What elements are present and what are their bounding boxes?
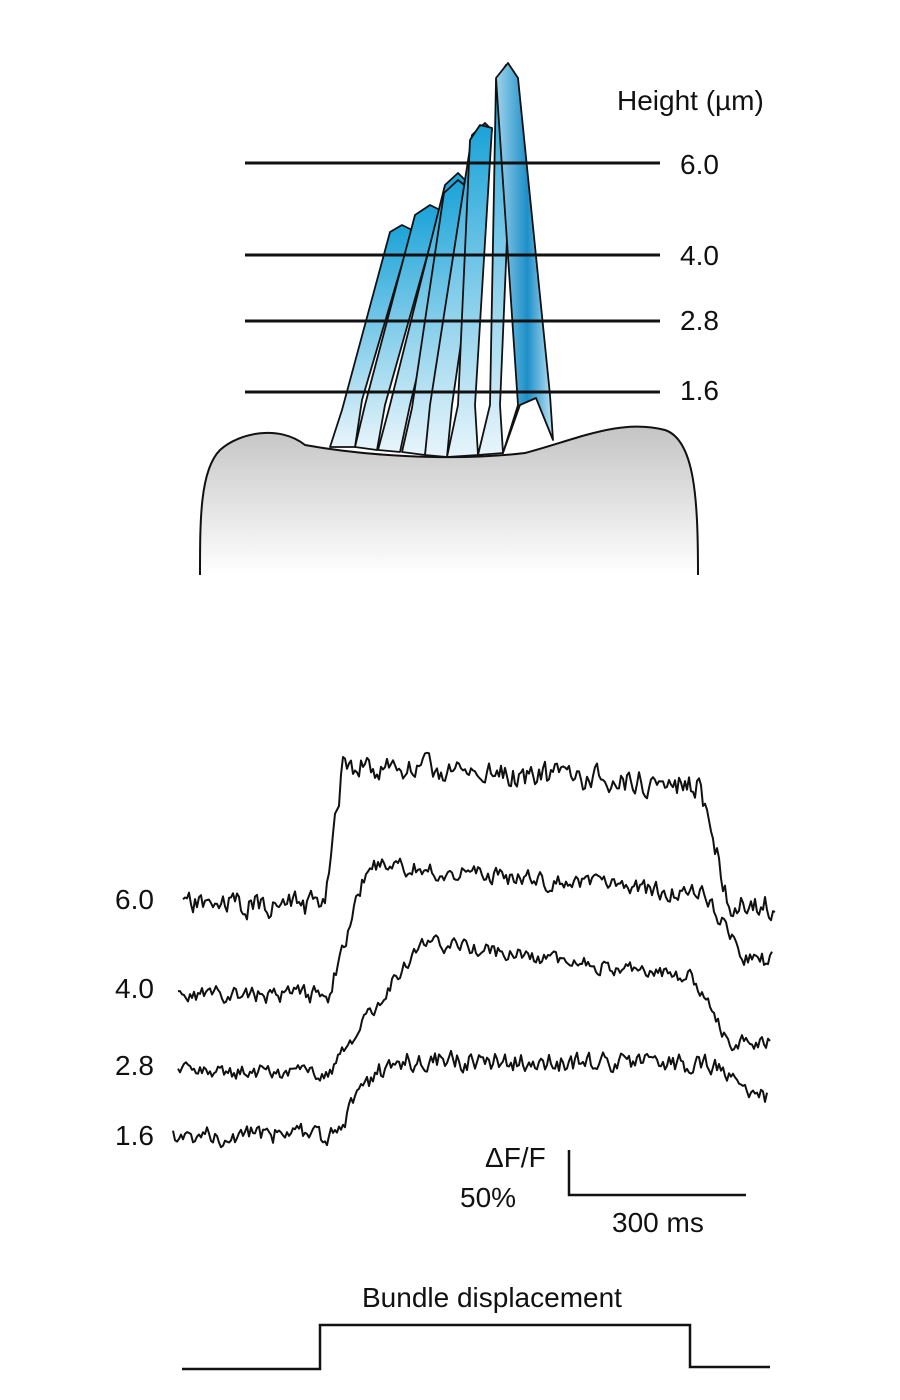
level-label-4.0: 4.0 [680, 240, 719, 271]
trace-label-1.6: 1.6 [115, 1120, 154, 1151]
level-label-1.6: 1.6 [680, 375, 719, 406]
height-lines [245, 161, 660, 394]
trace-label-6.0: 6.0 [115, 884, 154, 915]
trace-label-2.8: 2.8 [115, 1050, 154, 1081]
trace-label-4.0: 4.0 [115, 973, 154, 1004]
stereocilium-2 [354, 204, 441, 451]
level-label-2.8: 2.8 [680, 305, 719, 336]
stimulus-label: Bundle displacement [362, 1282, 622, 1313]
height-axis-title: Height (µm) [617, 85, 764, 116]
trace-2.8 [177, 934, 771, 1082]
stimulus-step-trace [182, 1323, 770, 1371]
fluorescence-traces [172, 751, 776, 1149]
scale-bar-y-label: ΔF/F [485, 1142, 546, 1173]
level-label-6.0: 6.0 [680, 149, 719, 180]
scale-bar-y-value: 50% [460, 1182, 516, 1213]
stereocilia-bundle [329, 62, 554, 458]
trace-4.0 [178, 857, 773, 1004]
scale-bar-x-label: 300 ms [612, 1207, 704, 1238]
stereocilium-tallest [495, 62, 554, 454]
trace-1.6 [172, 1049, 768, 1149]
stereocilium-6 [446, 124, 493, 458]
trace-6.0 [182, 751, 776, 922]
scale-bar [567, 1150, 746, 1197]
